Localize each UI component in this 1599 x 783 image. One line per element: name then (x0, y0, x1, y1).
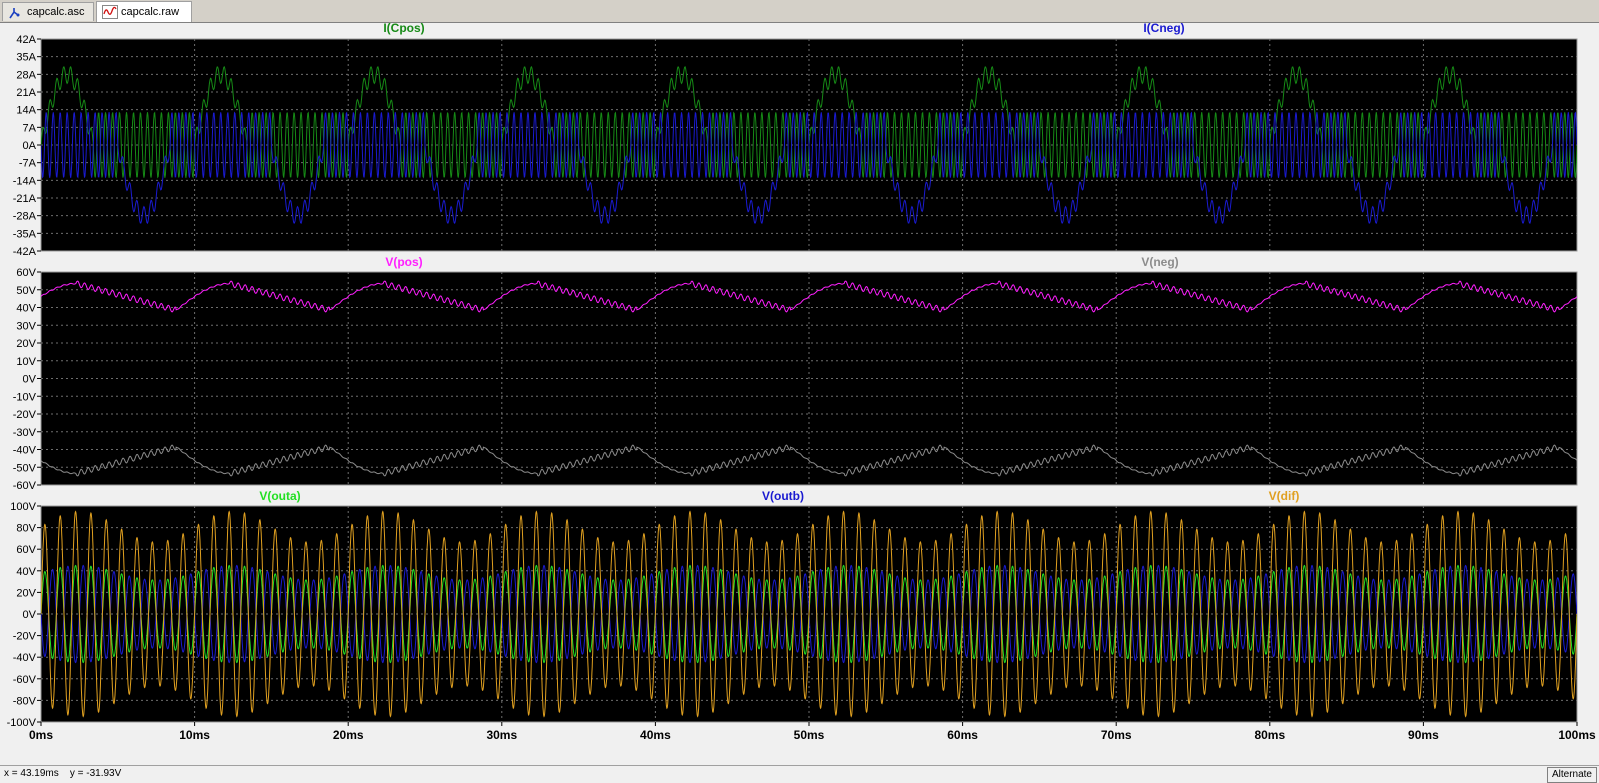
y-tick-label: -42A (13, 246, 37, 258)
trace-label[interactable]: V(neg) (1141, 255, 1178, 269)
y-tick-label: 80V (16, 523, 36, 535)
y-tick-label: 0A (23, 140, 37, 152)
y-tick-label: -20V (13, 409, 37, 421)
tab-bar: capcalc.asc capcalc.raw (0, 0, 1599, 23)
y-tick-label: -28A (13, 211, 37, 223)
plot-pane-3[interactable]: 100V 80V 60V 40V 20V 0V -20V -40V -60V -80V -100V V… (7, 489, 1578, 729)
status-mode: Alternate (1546, 767, 1597, 783)
x-tick-label: 30ms (486, 728, 517, 742)
x-tick-label: 20ms (333, 728, 364, 742)
tab-label: capcalc.asc (27, 6, 85, 18)
y-tick-label: 7A (23, 122, 37, 134)
trace-label[interactable]: V(pos) (385, 255, 422, 269)
plot-pane-1[interactable]: 42A 35A 28A 21A 14A 7A 0A -7A -14A -21A -28A -35A -4… (13, 22, 1578, 258)
y-tick-label: -60V (13, 480, 37, 492)
cursor-readout: x = 43.19ms y = -31.93V (4, 768, 122, 779)
x-tick-label: 10ms (179, 728, 210, 742)
y-tick-label: 35A (16, 52, 36, 64)
x-tick-label: 50ms (794, 728, 825, 742)
trace-icneg (41, 111, 1577, 224)
x-tick-label: 70ms (1101, 728, 1132, 742)
trace-label[interactable]: I(Cpos) (383, 22, 424, 35)
trace-vdif (41, 510, 1577, 718)
y-tick-label: 28A (16, 69, 36, 81)
tab-schematic[interactable]: capcalc.asc (2, 2, 94, 21)
y-tick-label: 21A (16, 87, 36, 99)
waveform-plot[interactable]: 42A 35A 28A 21A 14A 7A 0A -7A -14A -21A -28A -35A -4… (0, 22, 1599, 772)
y-tick-label: 0V (23, 609, 37, 621)
x-tick-label: 60ms (947, 728, 978, 742)
trace-label[interactable]: I(Cneg) (1143, 22, 1184, 35)
y-tick-label: 42A (16, 34, 36, 46)
plot-pane-2[interactable]: 60V 50V 40V 30V 20V 10V 0V -10V -20V -30V -40V -50V… (13, 255, 1578, 492)
y-tick-label: 20V (16, 338, 36, 350)
x-tick-label: 0ms (29, 728, 53, 742)
y-tick-label: -14A (13, 175, 37, 187)
y-tick-label: -7A (19, 158, 37, 170)
tab-waveform[interactable]: capcalc.raw (96, 1, 192, 22)
y-tick-label: -60V (13, 674, 37, 686)
status-bar: x = 43.19ms y = -31.93V Alternate (0, 765, 1599, 783)
trace-label[interactable]: V(outa) (259, 489, 300, 503)
y-tick-label: 50V (16, 285, 36, 297)
x-tick-label: 80ms (1254, 728, 1285, 742)
tab-label: capcalc.raw (121, 6, 180, 18)
y-tick-label: -80V (13, 695, 37, 707)
trace-label[interactable]: V(dif) (1269, 489, 1300, 503)
x-tick-label: 100ms (1558, 728, 1596, 742)
x-tick-label: 90ms (1408, 728, 1439, 742)
y-tick-label: 10V (16, 356, 36, 368)
x-tick-label: 40ms (640, 728, 671, 742)
y-tick-label: 40V (16, 303, 36, 315)
y-tick-label: 40V (16, 566, 36, 578)
y-tick-label: -10V (13, 391, 37, 403)
y-tick-label: -21A (13, 193, 37, 205)
y-tick-label: 20V (16, 587, 36, 599)
y-tick-label: 100V (10, 501, 36, 513)
trace-vneg (41, 444, 1577, 477)
trace-label[interactable]: V(outb) (762, 489, 804, 503)
y-tick-label: -100V (7, 717, 37, 729)
y-tick-label: -30V (13, 427, 37, 439)
y-tick-label: 0V (23, 374, 37, 386)
y-tick-label: -20V (13, 631, 37, 643)
schematic-icon (9, 8, 20, 19)
y-tick-label: 60V (16, 544, 36, 556)
y-tick-label: -50V (13, 462, 37, 474)
y-tick-label: -35A (13, 228, 37, 240)
waveform-icon (102, 5, 118, 19)
y-tick-label: 14A (16, 105, 36, 117)
y-tick-label: 30V (16, 320, 36, 332)
y-tick-label: 60V (16, 267, 36, 279)
y-tick-label: -40V (13, 445, 37, 457)
trace-vpos (41, 280, 1577, 313)
y-tick-label: -40V (13, 652, 37, 664)
